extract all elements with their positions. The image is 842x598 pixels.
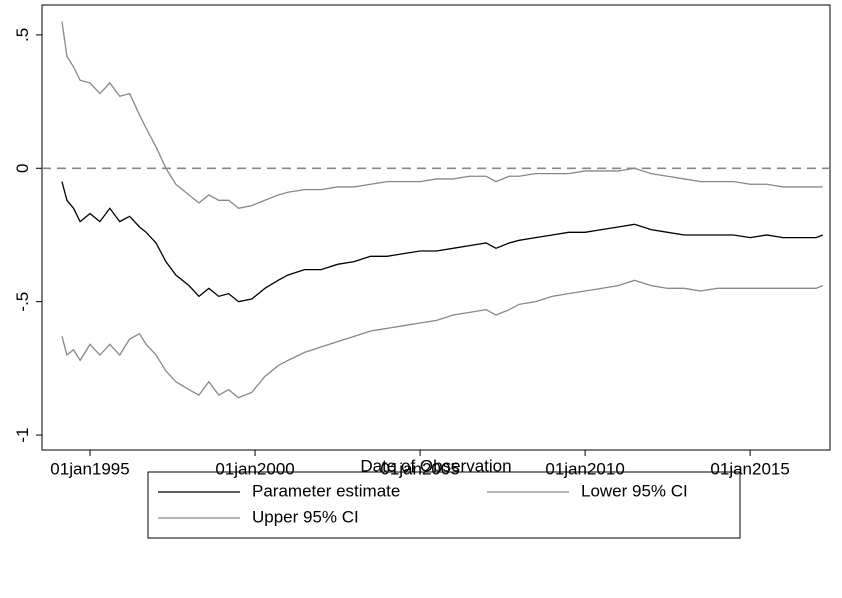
y-tick-label: 0 [13, 164, 32, 173]
series-line [61, 181, 823, 303]
x-tick-label: 01jan2010 [545, 459, 624, 478]
series-line [61, 21, 823, 209]
x-tick-label: 01jan2015 [710, 459, 789, 478]
x-axis-title: Date of Observation [360, 456, 511, 475]
y-tick-label: -1 [13, 427, 32, 442]
legend-label: Parameter estimate [252, 481, 400, 500]
y-tick-label: -.5 [13, 292, 32, 312]
x-tick-label: 01jan2005 [380, 459, 459, 478]
series-line [61, 279, 823, 399]
legend-box [147, 471, 741, 539]
legend-label: Lower 95% CI [581, 481, 688, 500]
legend-label: Upper 95% CI [252, 507, 359, 526]
x-tick-label: 01jan1995 [50, 459, 129, 478]
x-tick-label: 01jan2000 [215, 459, 294, 478]
y-tick-label: .5 [13, 28, 32, 42]
plot-frame [41, 4, 831, 451]
